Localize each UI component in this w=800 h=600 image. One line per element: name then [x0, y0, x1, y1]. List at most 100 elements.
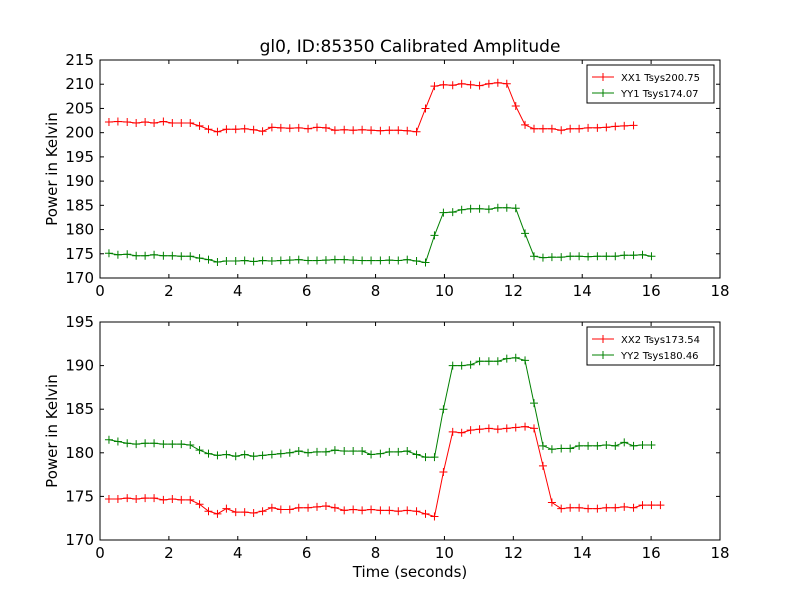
y-axis-label: Power in Kelvin	[43, 374, 61, 488]
legend-entry-label: YY1 Tsys174.07	[620, 89, 699, 100]
y-tick-label: 170	[65, 531, 94, 549]
data-point-marker	[240, 124, 249, 133]
data-point-marker	[412, 450, 421, 459]
y-tick-label: 175	[65, 487, 94, 505]
data-point-marker	[502, 424, 511, 433]
data-point-marker	[484, 424, 493, 433]
data-point-marker	[439, 467, 448, 476]
legend-entry-label: YY2 Tsys180.46	[620, 351, 699, 362]
data-point-marker	[204, 255, 213, 264]
y-tick-label: 205	[65, 99, 94, 117]
data-point-marker	[141, 118, 150, 127]
data-point-marker	[304, 503, 313, 512]
data-point-marker	[475, 81, 484, 90]
data-point-marker	[584, 252, 593, 261]
data-point-marker	[521, 422, 530, 431]
data-point-marker	[186, 495, 195, 504]
data-point-marker	[330, 126, 339, 135]
data-point-marker	[575, 503, 584, 512]
data-point-marker	[448, 81, 457, 90]
data-point-marker	[412, 257, 421, 266]
data-point-marker	[493, 203, 502, 212]
data-point-marker	[304, 448, 313, 457]
data-point-marker	[584, 123, 593, 132]
data-point-marker	[177, 440, 186, 449]
data-point-marker	[602, 123, 611, 132]
data-point-marker	[602, 440, 611, 449]
data-point-marker	[376, 449, 385, 458]
data-point-marker	[521, 120, 530, 129]
legend-swatch-marker	[599, 351, 607, 359]
data-point-marker	[213, 127, 222, 136]
data-point-marker	[276, 449, 285, 458]
data-point-marker	[538, 253, 547, 262]
data-point-marker	[448, 208, 457, 217]
data-point-marker	[566, 444, 575, 453]
data-point-marker	[376, 126, 385, 135]
data-point-marker	[213, 258, 222, 267]
data-point-marker	[629, 121, 638, 130]
data-point-marker	[159, 440, 168, 449]
y-tick-label: 215	[65, 51, 94, 69]
data-point-marker	[313, 502, 321, 511]
data-point-marker	[511, 204, 520, 213]
data-point-marker	[132, 118, 141, 127]
data-point-marker	[285, 124, 294, 133]
data-point-marker	[186, 252, 195, 261]
data-point-marker	[358, 256, 367, 265]
data-point-marker	[313, 256, 321, 265]
data-point-marker	[267, 257, 276, 266]
data-point-marker	[222, 125, 231, 134]
data-point-marker	[439, 208, 448, 217]
data-point-marker	[104, 118, 113, 127]
data-point-marker	[276, 505, 285, 514]
data-point-marker	[602, 252, 611, 261]
data-point-marker	[575, 252, 584, 261]
data-point-marker	[430, 453, 439, 462]
x-tick-label: 18	[710, 544, 729, 562]
data-point-marker	[330, 446, 339, 455]
data-point-marker	[177, 495, 186, 504]
data-point-marker	[466, 204, 475, 213]
x-tick-label: 16	[642, 282, 661, 300]
data-point-marker	[195, 446, 204, 455]
data-point-marker	[547, 498, 556, 507]
data-point-marker	[240, 450, 249, 459]
data-point-marker	[421, 453, 430, 462]
data-point-marker	[457, 205, 466, 214]
data-point-marker	[340, 506, 349, 515]
x-tick-label: 16	[642, 544, 661, 562]
data-point-marker	[195, 500, 204, 509]
y-tick-label: 175	[65, 245, 94, 263]
data-point-marker	[330, 255, 339, 264]
data-point-marker	[566, 503, 575, 512]
data-point-marker	[285, 505, 294, 514]
data-point-marker	[294, 503, 303, 512]
data-point-marker	[113, 495, 122, 504]
data-point-marker	[593, 441, 602, 450]
x-tick-label: 12	[504, 282, 523, 300]
data-point-marker	[521, 356, 530, 365]
data-point-marker	[475, 357, 484, 366]
data-point-marker	[313, 123, 321, 132]
data-point-marker	[204, 125, 213, 134]
data-point-marker	[231, 508, 240, 517]
data-point-marker	[240, 256, 249, 265]
data-point-marker	[412, 507, 421, 516]
data-point-marker	[177, 118, 186, 127]
data-point-marker	[629, 251, 638, 260]
data-point-marker	[575, 124, 584, 133]
data-point-marker	[394, 126, 403, 135]
data-point-marker	[123, 494, 132, 503]
data-point-marker	[484, 205, 493, 214]
data-point-marker	[195, 121, 204, 130]
x-tick-label: 4	[233, 282, 243, 300]
data-point-marker	[222, 504, 231, 513]
data-point-marker	[584, 504, 593, 513]
data-point-marker	[511, 423, 520, 432]
data-point-marker	[538, 461, 547, 470]
data-point-marker	[376, 506, 385, 515]
data-point-marker	[367, 126, 376, 135]
data-point-marker	[367, 256, 376, 265]
data-point-marker	[258, 256, 267, 265]
